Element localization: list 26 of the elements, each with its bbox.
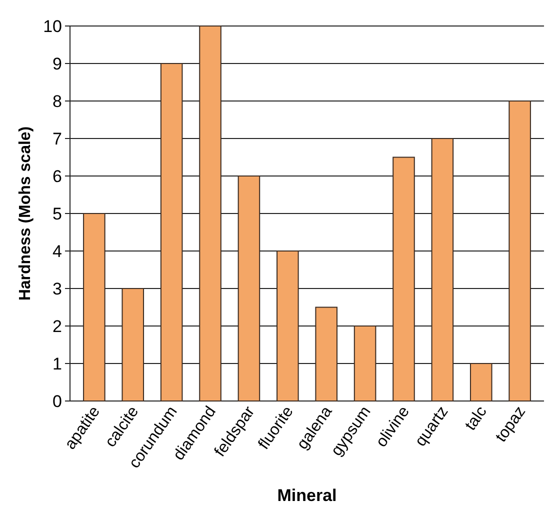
bar xyxy=(315,306,338,402)
x-axis-title: Mineral xyxy=(277,486,337,505)
bar xyxy=(122,288,144,402)
y-tick-label: 1 xyxy=(52,354,62,374)
bar xyxy=(199,26,222,402)
bar xyxy=(470,363,492,402)
bar xyxy=(354,326,376,402)
y-tick-label: 5 xyxy=(52,204,62,224)
y-tick-label: 0 xyxy=(52,392,62,411)
y-tick-label: 9 xyxy=(52,54,62,74)
y-tick-label: 6 xyxy=(52,166,62,186)
bar xyxy=(160,63,183,402)
bar xyxy=(276,250,299,402)
bar xyxy=(508,100,531,402)
y-tick-label: 3 xyxy=(52,279,62,298)
y-tick-label: 2 xyxy=(52,316,62,336)
y-tick-label: 8 xyxy=(52,92,62,111)
bar xyxy=(238,176,260,402)
y-tick-label: 4 xyxy=(52,242,62,261)
y-axis-title: Hardness (Mohs scale) xyxy=(17,126,34,301)
bar xyxy=(431,138,454,402)
bar xyxy=(392,156,415,402)
x-tick-label: talc xyxy=(462,404,490,434)
y-tick-label: 7 xyxy=(52,129,62,148)
bar xyxy=(83,213,106,402)
y-tick-label: 10 xyxy=(43,16,62,36)
